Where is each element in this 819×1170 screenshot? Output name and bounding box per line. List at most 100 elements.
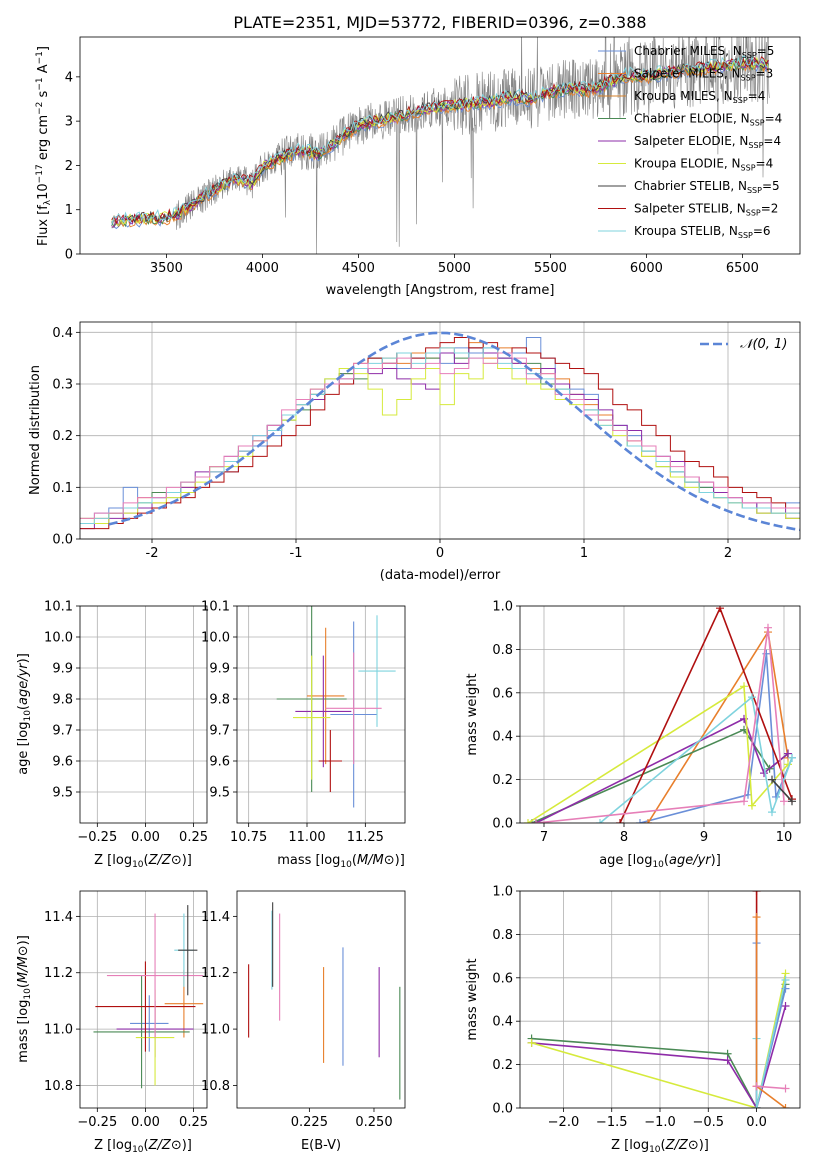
weight-marker: [752, 1082, 761, 1091]
legend-label: Salpeter ELODIE, NSSP=4: [634, 134, 781, 150]
weight-marker: [781, 975, 790, 984]
label-text: (: [144, 1138, 149, 1153]
y-tick-label: 0.6: [492, 971, 513, 986]
legend-label: Chabrier ELODIE, NSSP=4: [634, 112, 782, 128]
legend-value: =4: [765, 112, 783, 126]
y-label-part: −17: [35, 164, 45, 183]
panel-2: -2 -1 0 1 2 0.0 0.1 0.2 0.3 0.4 𝒩(0, 1) (data-model…: [28, 321, 801, 583]
y-tick-label: 9.5: [52, 786, 73, 801]
weight-line-4: [535, 717, 789, 823]
y-axis-label: mass [log10(M/M⊙)]: [16, 935, 33, 1063]
label-italic: Z/Z: [148, 853, 172, 868]
x-tick-label: 0.00: [131, 830, 160, 845]
x-tick-label: 4500: [342, 261, 375, 276]
y-tick-label: 0.4: [492, 1015, 513, 1030]
panel-8: −2.0 −1.5 −1.0 −0.5 0.0 0.0 0.2 0.4 0.6 0.8 1.0 mas…: [465, 885, 801, 1155]
y-tick-label: 9.9: [52, 662, 73, 677]
y-label-part: A: [36, 64, 51, 77]
weight-marker: [781, 1104, 790, 1108]
label-italic: M/M: [16, 956, 31, 983]
legend-sub: SSP: [746, 209, 761, 218]
weight-marker: [524, 819, 532, 823]
y-tick-label: 0.0: [492, 817, 513, 832]
label-italic: Z/Z: [665, 1138, 689, 1153]
weight-line-9: [771, 779, 793, 802]
y-tick-label: 0: [65, 248, 73, 263]
weight-marker: [644, 819, 652, 823]
x-axis-label: wavelength [Angstrom, rest frame]: [326, 283, 555, 298]
data-layer: [276, 606, 396, 808]
x-tick-label: −1.0: [644, 1115, 676, 1130]
axes-frame: [79, 321, 801, 540]
axes-frame: [79, 36, 801, 255]
data-layer: [527, 891, 790, 1108]
axes-frame: [519, 605, 801, 824]
label-text: (: [16, 983, 31, 988]
label-text: )]: [16, 653, 31, 663]
legend-label: Salpeter STELIB, NSSP=2: [634, 202, 778, 218]
y-tick-label: 11.2: [201, 966, 230, 981]
y-label-part: Flux [f: [36, 205, 51, 246]
legend-sub: SSP: [742, 51, 757, 60]
legend-label: Kroupa MILES, NSSP=4: [634, 89, 765, 105]
y-label-part: −1: [35, 51, 45, 64]
y-tick-label: 0.0: [492, 1102, 513, 1117]
weight-marker: [740, 797, 748, 806]
legend-text: Salpeter STELIB, N: [634, 202, 746, 216]
label-sub: 10: [23, 988, 33, 1000]
data-layer: [248, 902, 401, 1100]
label-sub: 10: [649, 1145, 661, 1155]
data-layer: [93, 905, 204, 1089]
data-layer: [111, 37, 770, 254]
weight-line-5: [527, 684, 789, 823]
legend-sub: SSP: [741, 74, 756, 83]
x-tick-label: 5000: [438, 261, 471, 276]
weight-marker: [768, 808, 776, 817]
label-text: Z [log: [611, 1138, 649, 1153]
axes-frame: [519, 890, 801, 1109]
x-axis-label: age [log10(age/yr)]: [599, 853, 721, 870]
model-spectrum-3: [111, 60, 769, 228]
y-tick-label: 9.8: [209, 693, 230, 708]
legend-text: Chabrier ELODIE, N: [634, 112, 750, 126]
weight-marker: [532, 819, 540, 823]
legend-label: Kroupa ELODIE, NSSP=4: [634, 157, 773, 173]
weight-marker: [781, 1002, 790, 1011]
y-tick-label: 1.0: [492, 885, 513, 900]
weight-marker: [748, 801, 756, 810]
legend-label: Kroupa STELIB, NSSP=6: [634, 224, 771, 240]
histogram-8: [80, 352, 800, 519]
axes-frame: [79, 890, 208, 1109]
model-spectrum-9: [111, 55, 769, 226]
weight-marker: [752, 913, 761, 922]
x-tick-label: 10: [776, 830, 793, 845]
legend-value: =4: [756, 157, 774, 171]
y-tick-label: 10.0: [44, 631, 73, 646]
x-tick-label: 6500: [726, 261, 759, 276]
y-tick-label: 11.2: [44, 966, 73, 981]
weight-marker: [784, 749, 792, 758]
label-text: Z [log: [94, 1138, 132, 1153]
weight-marker: [768, 775, 776, 784]
y-tick-label: 9.7: [209, 724, 230, 739]
label-text: ⊙)]: [384, 853, 405, 868]
y-axis-label: mass weight: [465, 958, 480, 1040]
label-text: (: [16, 705, 31, 710]
model-spectrum-8: [111, 56, 769, 225]
x-tick-label: 10.75: [230, 830, 267, 845]
label-text: (: [664, 853, 669, 868]
label-text: mass [log: [16, 1000, 31, 1063]
label-sub: 10: [132, 860, 144, 870]
x-tick-label: 9: [700, 830, 708, 845]
weight-line-8: [756, 1085, 786, 1090]
y-tick-label: 1: [65, 203, 73, 218]
y-tick-label: 10.1: [201, 600, 230, 615]
y-tick-label: 0.3: [52, 378, 73, 393]
y-tick-label: 3: [65, 115, 73, 130]
x-tick-label: 0.25: [179, 1115, 208, 1130]
panel-1: 3500 4000 4500 5000 5500 6000 6500 0 1 2 3 4 Chabrie…: [35, 36, 801, 298]
legend-value: =5: [757, 44, 775, 58]
